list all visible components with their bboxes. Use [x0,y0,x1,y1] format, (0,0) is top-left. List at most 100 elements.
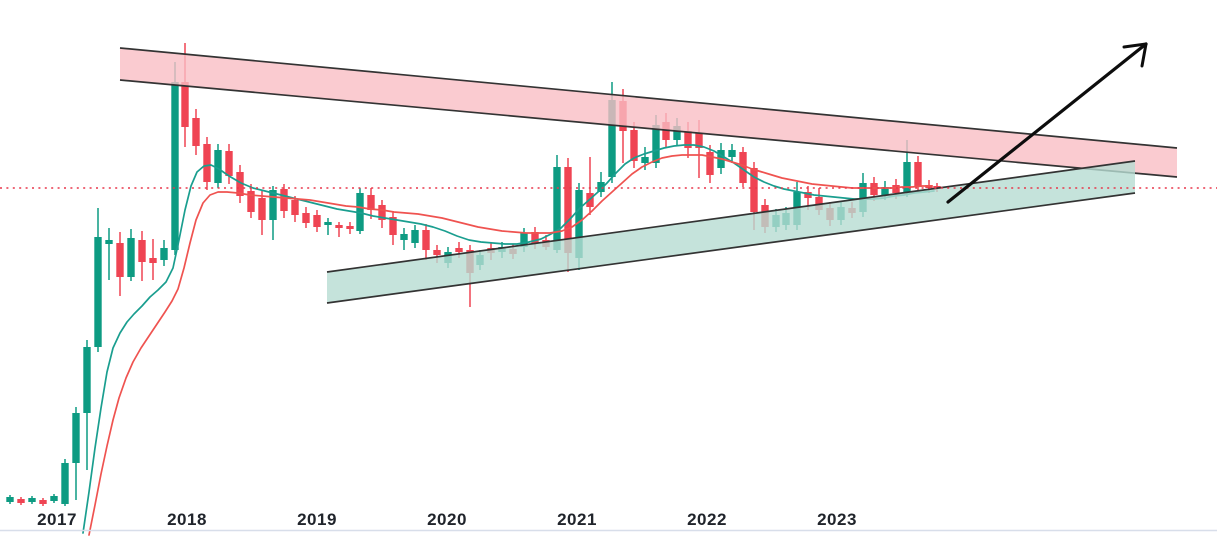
candle-body [914,162,922,187]
candle [72,407,80,500]
support-channel[interactable] [326,160,1136,304]
candle-body [39,500,47,504]
candle-body [597,182,605,192]
candle-body [116,243,124,277]
candle [171,62,179,255]
candle [378,200,386,228]
candle [728,144,736,163]
candle [258,191,266,235]
x-axis[interactable]: 2017 2018 2019 2020 2021 2022 2023 [0,510,1217,532]
ma-lines-layer [82,144,935,536]
candle [389,211,397,245]
candle [116,232,124,296]
candle [553,155,561,253]
candle-body [859,183,867,212]
x-axis-year-label: 2022 [687,510,727,529]
candle [706,145,714,183]
resistance-channel-upper-edge[interactable] [119,47,1178,149]
candle-body [553,167,561,250]
candle-body [335,225,343,228]
candle-body [531,232,539,243]
candle-body [433,250,441,255]
candle [192,109,200,155]
candle-body [225,151,233,176]
candle-body [892,185,900,193]
candle [160,240,168,266]
candle [203,137,211,190]
candle [94,208,102,352]
candle-body [17,499,25,503]
breakout-arrow[interactable] [946,42,1148,204]
candle-body [181,82,189,127]
candle [422,224,430,260]
candle-body [236,172,244,196]
resistance-channel-fill[interactable] [120,48,1177,177]
candle-body [728,150,736,157]
candle-body [400,234,408,240]
candle [597,172,605,197]
candle-body [378,205,386,220]
candle-body [138,240,146,262]
candle [586,157,594,215]
candle [739,147,747,187]
candle [28,496,36,504]
arrow-head[interactable] [1122,42,1148,49]
candle-body [520,233,528,247]
candle-body [6,497,14,502]
support-channel-fill[interactable] [327,161,1135,303]
candle [269,186,277,240]
candle-body [575,190,583,258]
breakout-arrow-layer[interactable] [946,42,1148,204]
candle [302,207,310,228]
candle [138,231,146,281]
candle-body [28,498,36,502]
candle-body [324,222,332,225]
candle-body [291,200,299,215]
candle-body [367,195,375,210]
candle-body [422,230,430,250]
support-channel-upper-edge[interactable] [326,160,1136,273]
arrow-head[interactable] [1140,42,1148,68]
candle [83,340,91,470]
candle-body [61,463,69,504]
x-axis-year-label: 2021 [557,510,597,529]
x-axis-year-label: 2017 [37,510,77,529]
candle-body [804,192,812,198]
fast-ma-line [82,144,935,534]
x-axis-year-label: 2018 [167,510,207,529]
candle-body [673,126,681,140]
candle-body [870,183,878,195]
support-channel-lower-edge[interactable] [326,192,1136,304]
candle-body [564,167,572,253]
candle-body [695,133,703,148]
candle-body [903,162,911,192]
candle-body [94,237,102,347]
candle-body [302,213,310,223]
candle-body [346,226,354,229]
candle [367,188,375,219]
candle [356,188,364,234]
trend-channels-layer[interactable] [119,47,1178,304]
candle [149,239,157,280]
candle [17,497,25,505]
candle [225,144,233,184]
x-axis-year-label: 2023 [817,510,857,529]
candle-body [127,238,135,277]
candle-body [192,118,200,146]
candle-body [313,215,321,227]
candle-body [105,240,113,244]
candle-body [280,189,288,211]
candle-body [83,347,91,413]
candle [236,165,244,203]
candle-body [203,144,211,182]
candle [411,225,419,248]
candle-body [662,122,670,140]
candle-body [171,82,179,250]
arrow-shaft[interactable] [946,42,1148,204]
candle-body [72,413,80,463]
candle-body [750,168,758,212]
candle [291,196,299,222]
x-axis-year-label: 2019 [297,510,337,529]
candle-body [50,496,58,501]
